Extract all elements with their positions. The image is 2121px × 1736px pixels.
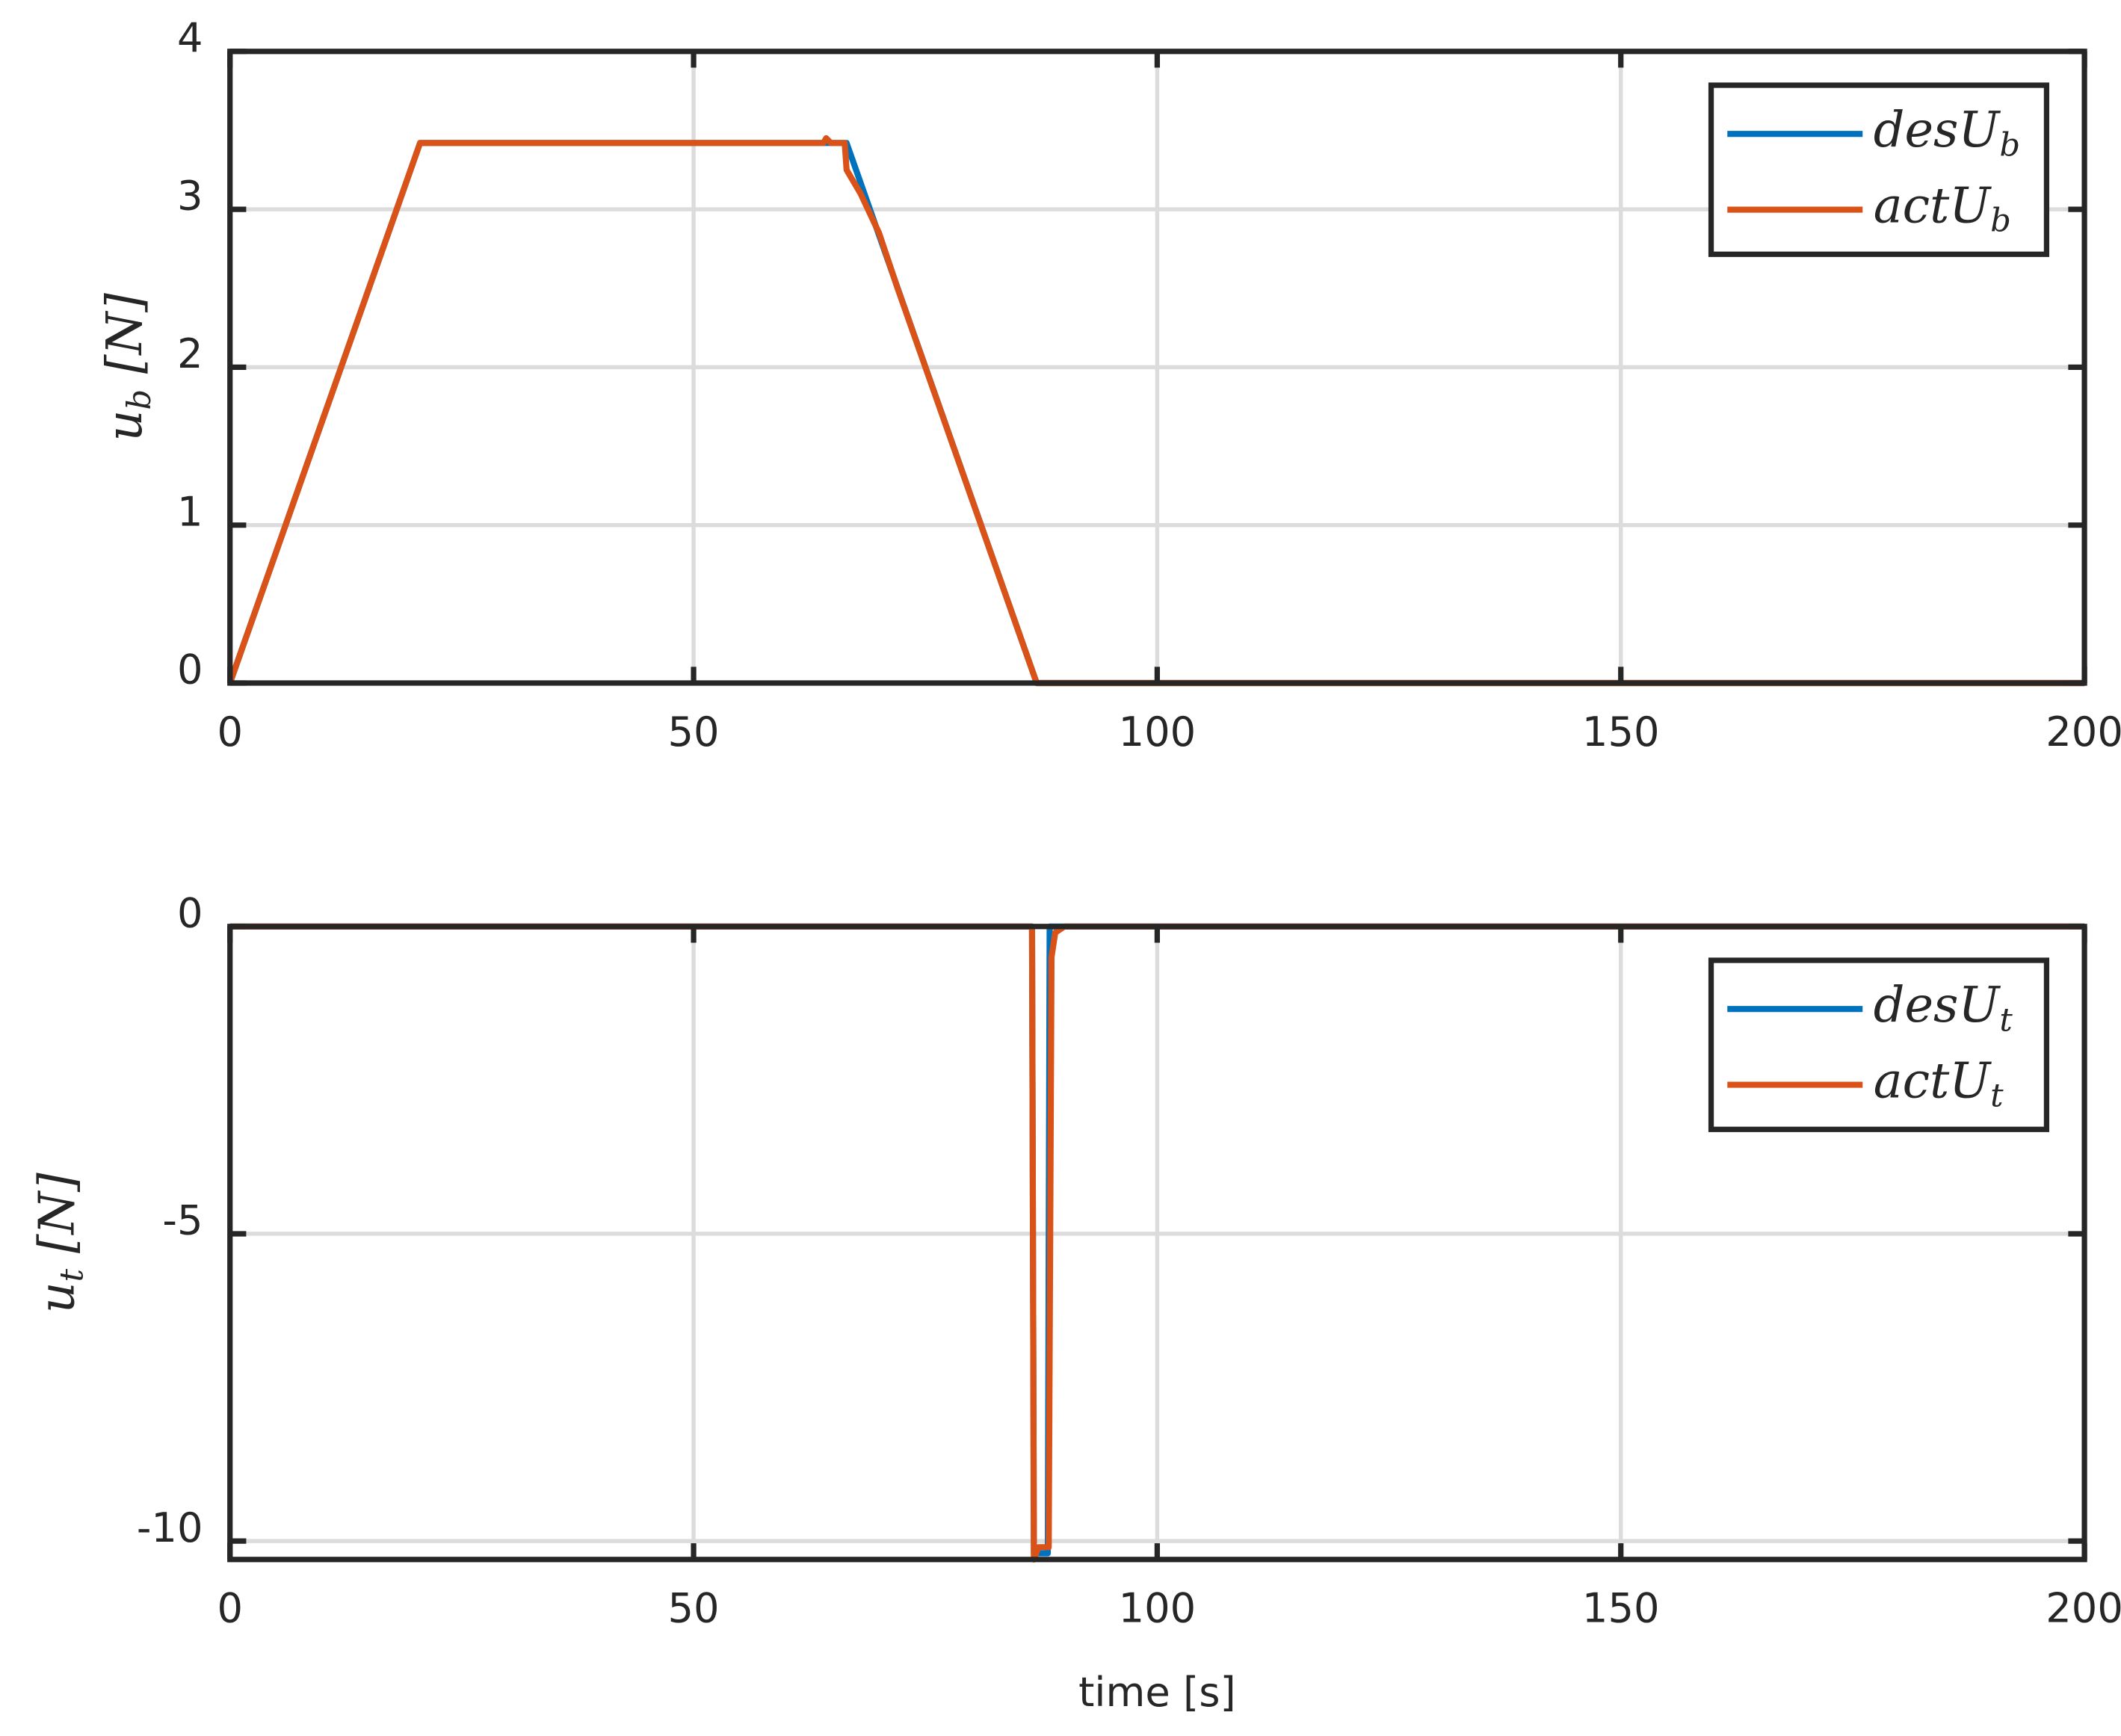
x-tick-label: 50 — [668, 708, 720, 756]
y-tick-label: 0 — [177, 646, 203, 694]
x-tick-label: 50 — [668, 1585, 720, 1632]
x-tick-label: 0 — [217, 1585, 243, 1632]
x-tick-label: 0 — [217, 708, 243, 756]
y-tick-label: 3 — [177, 173, 203, 220]
y-tick-label: -10 — [137, 1504, 203, 1551]
legend-box — [1708, 957, 2050, 1132]
legend-box — [1708, 82, 2050, 257]
y-tick-label: 0 — [177, 889, 203, 936]
y-tick-label: -5 — [162, 1197, 203, 1244]
y-axis-label: ub [N] — [97, 293, 158, 442]
x-tick-label: 150 — [1582, 708, 1660, 756]
x-tick-label: 200 — [2046, 708, 2121, 756]
y-tick-label: 1 — [177, 488, 203, 535]
y-tick-label: 4 — [177, 14, 203, 61]
x-axis-label: time [s] — [1078, 1669, 1236, 1716]
legend-label: desUb — [1874, 102, 2020, 164]
x-tick-label: 100 — [1119, 708, 1197, 756]
legend-label: actUt — [1874, 1054, 2004, 1115]
x-tick-label: 100 — [1119, 1585, 1197, 1632]
x-tick-label: 200 — [2046, 1585, 2121, 1632]
legend-label: desUt — [1874, 977, 2013, 1039]
data-line — [226, 135, 2085, 687]
x-tick-label: 150 — [1582, 1585, 1660, 1632]
legend-label: actUb — [1874, 179, 2011, 240]
y-axis-label: ut [N] — [29, 1173, 90, 1314]
y-tick-label: 2 — [177, 330, 203, 377]
